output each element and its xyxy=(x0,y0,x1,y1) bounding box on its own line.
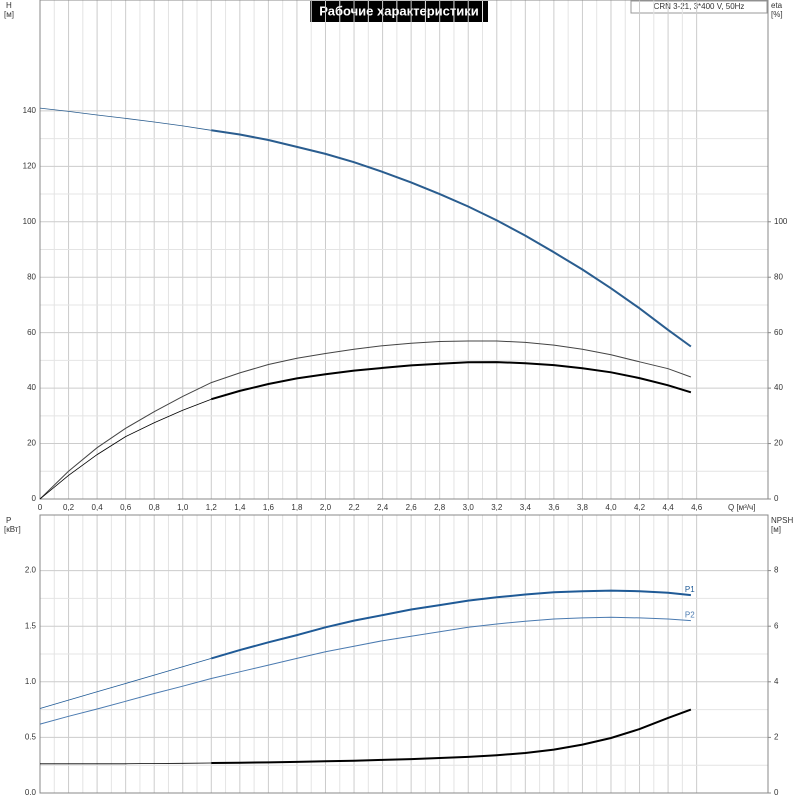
curve-thin xyxy=(39,398,212,500)
series-label: P2 xyxy=(685,611,695,620)
y2-tick-label: 0 xyxy=(774,494,779,503)
y-tick-label: 40 xyxy=(27,383,36,392)
series-label: P1 xyxy=(685,585,695,594)
y-tick-label: 1.0 xyxy=(25,677,37,686)
x-tick-label: 0,8 xyxy=(149,503,161,512)
y-tick-label: 20 xyxy=(27,439,36,448)
y2-tick-label: 100 xyxy=(774,217,788,226)
y2-tick-label: 6 xyxy=(774,621,779,630)
x-tick-label: 4,0 xyxy=(605,503,617,512)
x-tick-label: 0,4 xyxy=(92,503,104,512)
x-tick-label: 2,6 xyxy=(406,503,418,512)
y-tick-label: 0.0 xyxy=(25,788,37,797)
y2-label: eta xyxy=(771,1,783,10)
y2-tick-label: 0 xyxy=(774,788,779,797)
y2-tick-label: 40 xyxy=(774,383,783,392)
y-tick-label: 2.0 xyxy=(25,566,37,575)
chart-title: Рабочие характеристики xyxy=(319,3,479,18)
x-tick-label: 2,0 xyxy=(320,503,332,512)
x-tick-label: 1,4 xyxy=(234,503,246,512)
x-tick-label: 4,4 xyxy=(663,503,675,512)
x-tick-label: 1,6 xyxy=(263,503,275,512)
y-tick-label: 0.5 xyxy=(25,733,37,742)
y-tick-label: 120 xyxy=(23,161,37,170)
note: CRN 3-21, 3*400 V, 50Hz xyxy=(654,2,745,11)
curve xyxy=(211,708,692,764)
y2-tick-label: 2 xyxy=(774,733,779,742)
note-box xyxy=(630,0,768,14)
y-tick-label: 1.5 xyxy=(25,621,37,630)
x-tick-label: 0,2 xyxy=(63,503,75,512)
x-tick-label: 1,2 xyxy=(206,503,218,512)
curve xyxy=(211,361,692,401)
y-tick-label: 140 xyxy=(23,106,37,115)
y-unit: [м] xyxy=(4,10,14,19)
y2-tick-label: 80 xyxy=(774,272,783,281)
curve xyxy=(211,589,692,660)
curve xyxy=(211,129,692,348)
x-tick-label: 3,0 xyxy=(463,503,475,512)
y2-tick-label: 4 xyxy=(774,677,779,686)
x-tick-label: 3,8 xyxy=(577,503,589,512)
y2-label: NPSH xyxy=(771,516,793,525)
y-tick-label: 0 xyxy=(32,494,37,503)
y-tick-label: 60 xyxy=(27,328,36,337)
x-tick-label: 3,6 xyxy=(548,503,560,512)
x-tick-label: 2,4 xyxy=(377,503,389,512)
x-tick-label: 4,2 xyxy=(634,503,646,512)
y-label: H xyxy=(6,1,12,10)
y-tick-label: 100 xyxy=(23,217,37,226)
plot-frame xyxy=(39,514,769,794)
curve-thin xyxy=(40,762,212,765)
x-tick-label: 0,6 xyxy=(120,503,132,512)
curve-thin xyxy=(39,658,212,709)
x-tick-label: 2,8 xyxy=(434,503,446,512)
x-tick-label: 1,0 xyxy=(177,503,189,512)
y2-tick-label: 60 xyxy=(774,328,783,337)
curve-thin xyxy=(39,107,212,131)
curve xyxy=(39,340,692,500)
y2-tick-label: 20 xyxy=(774,439,783,448)
x-tick-label: 2,2 xyxy=(348,503,360,512)
x-tick-label: 4,6 xyxy=(691,503,703,512)
x-tick-label: 3,4 xyxy=(520,503,532,512)
y-unit: [кВт] xyxy=(4,525,21,534)
y-tick-label: 80 xyxy=(27,272,36,281)
y-label: P xyxy=(6,516,11,525)
x-tick-label: 1,8 xyxy=(291,503,303,512)
curve xyxy=(39,616,691,725)
x-label: Q [м³/ч] xyxy=(728,503,755,512)
x-tick-label: 3,2 xyxy=(491,503,503,512)
y2-tick-label: 8 xyxy=(774,566,779,575)
y2-unit: [%] xyxy=(771,10,783,19)
y2-unit: [м] xyxy=(771,525,781,534)
x-tick-label: 0 xyxy=(38,503,43,512)
plot-frame xyxy=(39,0,769,500)
